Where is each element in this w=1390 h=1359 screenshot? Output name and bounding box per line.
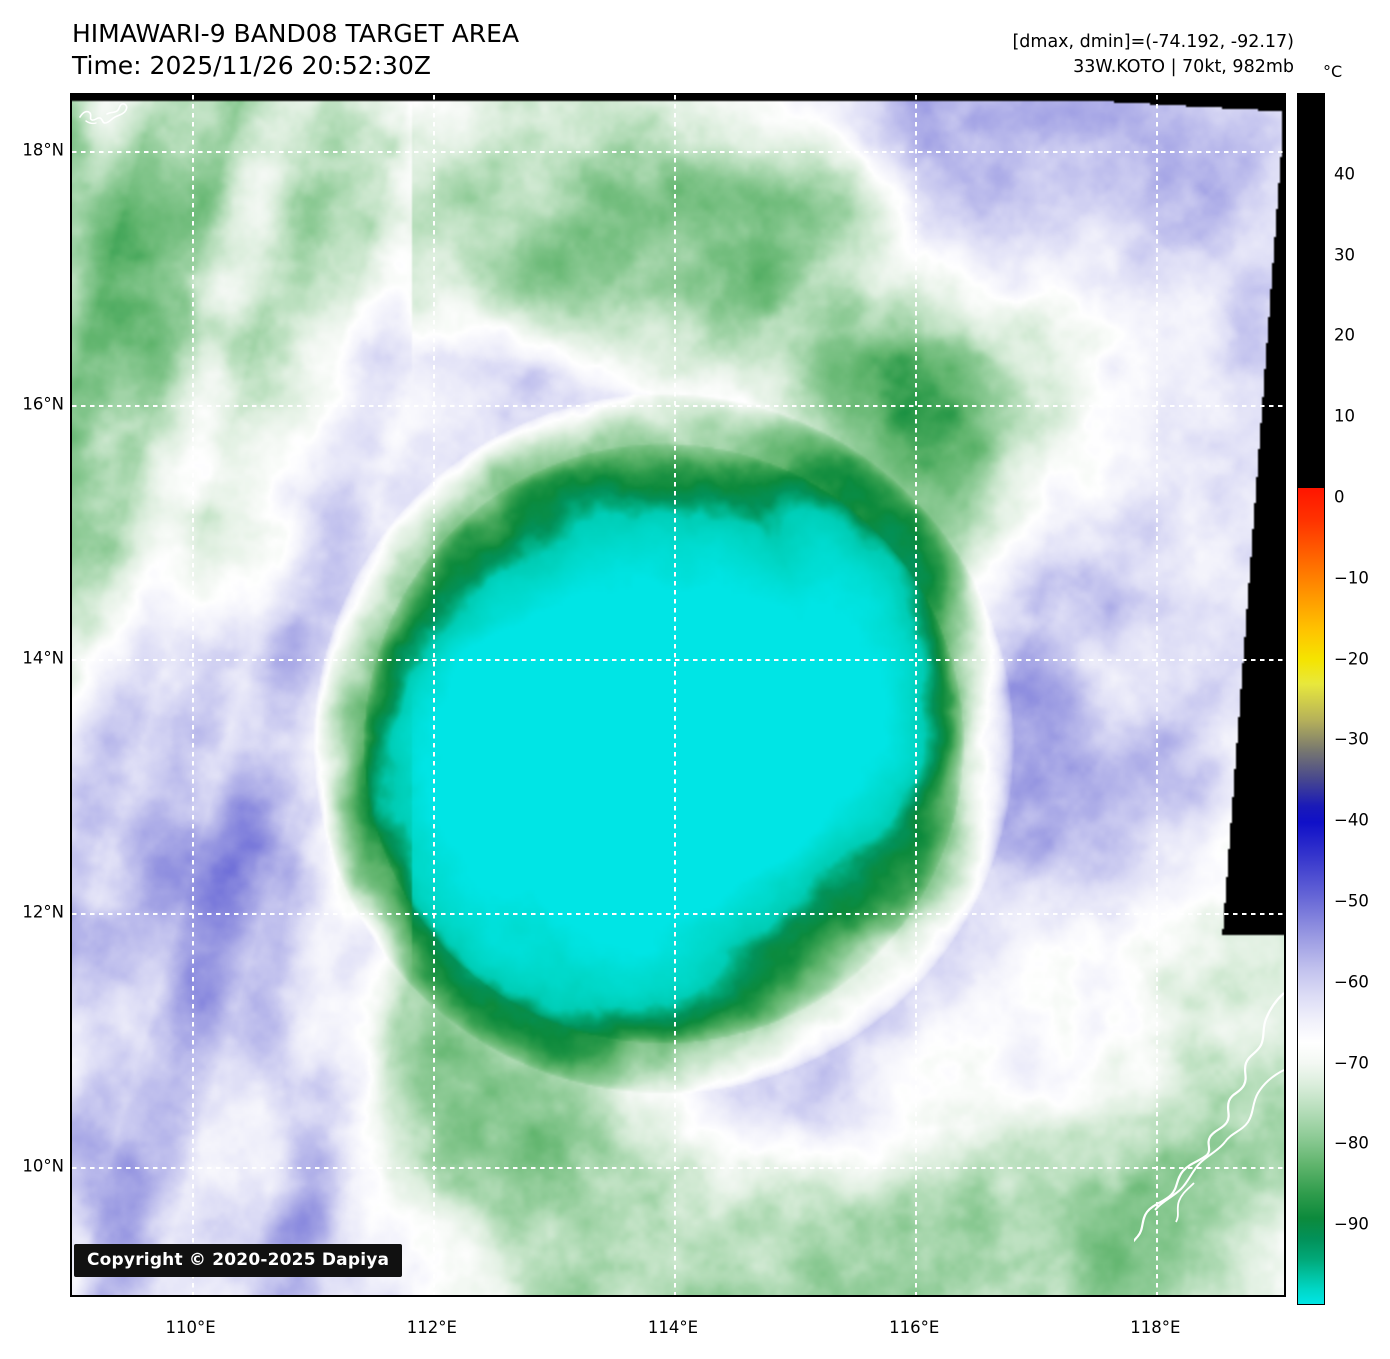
storm-info-text: 33W.KOTO | 70kt, 982mb <box>1073 57 1294 77</box>
header: HIMAWARI-9 BAND08 TARGET AREA Time: 2025… <box>0 0 1390 90</box>
dmax-dmin-text: [dmax, dmin]=(-74.192, -92.17) <box>1012 32 1294 52</box>
colorbar-unit-label: °C <box>1323 62 1343 81</box>
colorbar-tick-label: 30 <box>1334 245 1355 265</box>
x-axis-tick-label: 112°E <box>406 1318 457 1337</box>
colorbar-tick-label: −60 <box>1334 972 1369 992</box>
temperature-colorbar <box>1297 93 1325 1305</box>
y-axis-tick-label: 10°N <box>22 1156 64 1176</box>
colorbar-tick-label: −70 <box>1334 1053 1369 1073</box>
colorbar-tick-label: −20 <box>1334 649 1369 669</box>
colorbar-tick-label: 0 <box>1334 487 1345 507</box>
colorbar-tick-label: 40 <box>1334 164 1355 184</box>
colorbar-tick-label: 20 <box>1334 325 1355 345</box>
page-title: HIMAWARI-9 BAND08 TARGET AREA Time: 2025… <box>72 18 519 82</box>
satellite-imagery-canvas <box>72 95 1284 1295</box>
colorbar-tick-label: −40 <box>1334 810 1369 830</box>
colorbar-tick-label: −80 <box>1334 1133 1369 1153</box>
x-axis-tick-label: 116°E <box>889 1318 940 1337</box>
x-axis-tick-label: 118°E <box>1130 1318 1181 1337</box>
satellite-image-plot: Copyright © 2020-2025 Dapiya <box>70 93 1286 1297</box>
colorbar-tick-label: −50 <box>1334 891 1369 911</box>
timestamp-text: Time: 2025/11/26 20:52:30Z <box>72 51 431 80</box>
colorbar-tick-label: −90 <box>1334 1214 1369 1234</box>
y-axis-tick-label: 18°N <box>22 140 64 160</box>
colorbar-tick-label: −10 <box>1334 568 1369 588</box>
x-axis-tick-label: 110°E <box>165 1318 216 1337</box>
copyright-watermark: Copyright © 2020-2025 Dapiya <box>74 1244 403 1277</box>
colorbar-black-segment <box>1298 94 1324 488</box>
coastline-overlay-icon <box>79 103 128 125</box>
colorbar-gradient-segment <box>1298 487 1324 1304</box>
x-axis-tick-label: 114°E <box>647 1318 699 1337</box>
y-axis-tick-label: 16°N <box>22 394 64 414</box>
y-axis-tick-label: 12°N <box>22 902 64 922</box>
colorbar-tick-label: 10 <box>1334 406 1355 426</box>
colorbar-tick-label: −30 <box>1334 729 1369 749</box>
luzon-coastline-overlay <box>1134 992 1284 1243</box>
y-axis-tick-label: 14°N <box>22 648 64 668</box>
title-text: HIMAWARI-9 BAND08 TARGET AREA <box>72 19 520 48</box>
metadata-block: [dmax, dmin]=(-74.192, -92.17) 33W.KOTO … <box>1012 30 1294 80</box>
